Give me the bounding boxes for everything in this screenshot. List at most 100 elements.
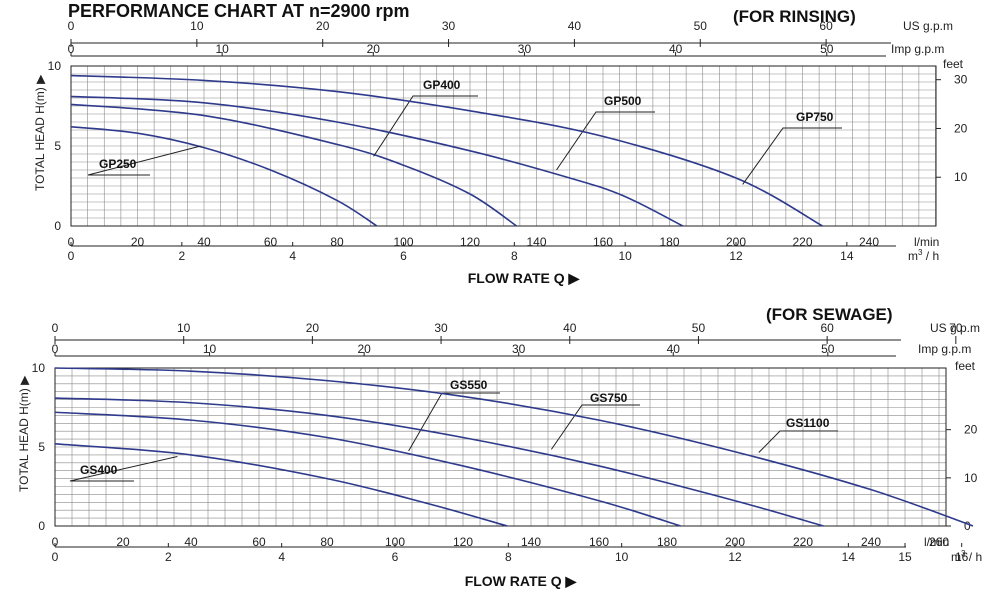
- lmin-tick-label: 40: [197, 235, 211, 249]
- series-label-gs400: GS400: [80, 463, 118, 477]
- y-tick-label: 0: [38, 519, 45, 533]
- lmin-tick-label: 160: [593, 235, 613, 249]
- m3h-tick-label: 6: [392, 550, 399, 564]
- m3h-tick-label: 16: [955, 550, 969, 564]
- pump-curves: GS400 GS550 GS750 GS1100: [54, 367, 974, 527]
- imp-gpm-tick-label: 50: [821, 342, 835, 356]
- lmin-unit: l/min: [924, 535, 949, 549]
- leader-gs400: [69, 455, 178, 482]
- us-gpm-tick-label: 0: [52, 321, 59, 335]
- imp-gpm-tick-label: 30: [512, 342, 526, 356]
- m3h-unit: m3 / h: [951, 549, 982, 564]
- lmin-tick-label: 40: [184, 535, 198, 549]
- feet-axis: feet 0 10 20: [946, 359, 978, 533]
- series-label-gs750: GS750: [590, 391, 628, 405]
- imp-gpm-tick-label: 50: [820, 42, 834, 56]
- us-gpm-tick-label: 20: [306, 321, 320, 335]
- us-gpm-tick-label: 30: [434, 321, 448, 335]
- lmin-unit: l/min: [914, 235, 939, 249]
- lmin-tick-label: 120: [453, 535, 473, 549]
- y-tick-label: 5: [54, 139, 61, 153]
- imp-gpm-tick-label: 0: [68, 42, 75, 56]
- lmin-tick-label: 80: [320, 535, 334, 549]
- lmin-tick-label: 20: [116, 535, 130, 549]
- m3h-tick-label: 8: [505, 550, 512, 564]
- lmin-tick-label: 80: [330, 235, 344, 249]
- imp-gpm-tick-label: 40: [669, 42, 683, 56]
- imp-gpm-unit: Imp g.p.m: [891, 42, 944, 56]
- leader-gs750: [550, 404, 640, 450]
- y-tick-label: 10: [48, 59, 62, 73]
- lmin-tick-label: 160: [589, 535, 609, 549]
- feet-tick-label: 20: [954, 121, 968, 135]
- lmin-tick-label: 180: [659, 235, 679, 249]
- m3h-tick-label: 12: [729, 249, 743, 263]
- lmin-tick-label: 140: [526, 235, 546, 249]
- feet-unit: feet: [955, 359, 976, 373]
- us-gpm-tick-label: 50: [692, 321, 706, 335]
- m3h-tick-label: 12: [728, 550, 742, 564]
- lmin-tick-label: 60: [252, 535, 266, 549]
- curve-gs750: [54, 397, 824, 527]
- m3h-tick-label: 14: [842, 550, 856, 564]
- m3h-axis: 0 2 4 6 8 10 12 14 m3 / h: [68, 242, 939, 263]
- y-axis-title: TOTAL HEAD H(m) ▶: [33, 74, 47, 191]
- leader-gp250: [87, 145, 201, 176]
- series-label-gp400: GP400: [423, 78, 461, 92]
- imp-gpm-unit: Imp g.p.m: [918, 342, 971, 356]
- lmin-tick-label: 140: [521, 535, 541, 549]
- sewage-section-title: (FOR SEWAGE): [766, 305, 893, 324]
- m3h-tick-label: 14: [840, 249, 854, 263]
- us-gpm-unit: US g.p.m: [903, 19, 953, 33]
- lmin-tick-label: 260: [929, 535, 949, 549]
- us-gpm-tick-label: 70: [949, 321, 963, 335]
- feet-unit: feet: [943, 57, 964, 71]
- feet-axis: feet 10 20 30: [936, 57, 968, 184]
- us-gpm-tick-label: 20: [316, 19, 330, 33]
- series-label-gp750: GP750: [796, 110, 834, 124]
- m3h-tick-label: 2: [165, 550, 172, 564]
- m3h-tick-label: 10: [615, 550, 629, 564]
- feet-tick-label: 10: [964, 471, 978, 485]
- curve-gs550: [54, 411, 681, 527]
- m3h-unit: m3 / h: [908, 248, 939, 263]
- lmin-tick-label: 120: [460, 235, 480, 249]
- us-gpm-tick-label: 40: [563, 321, 577, 335]
- lmin-tick-label: 220: [793, 535, 813, 549]
- curve-gp400: [70, 103, 518, 227]
- imp-gpm-tick-label: 10: [215, 42, 229, 56]
- y-tick-label: 5: [38, 440, 45, 454]
- plot-grid: [54, 367, 946, 527]
- top-axes: 0 10 20 30 40 50 60 US g.p.m 0 10 20 30 40 50 Imp g.p.…: [68, 19, 953, 57]
- curve-gp750: [70, 74, 823, 227]
- curve-gp500: [70, 95, 684, 227]
- lmin-tick-label: 240: [861, 535, 881, 549]
- us-gpm-tick-label: 30: [442, 19, 456, 33]
- leader-gs1100: [758, 430, 838, 453]
- lmin-tick-label: 100: [385, 535, 405, 549]
- feet-tick-label: 0: [964, 519, 971, 533]
- imp-gpm-tick-label: 10: [203, 342, 217, 356]
- plot-grid: [70, 65, 936, 227]
- curve-gs400: [54, 443, 508, 527]
- imp-gpm-tick-label: 30: [518, 42, 532, 56]
- m3h-tick-label: 8: [511, 249, 518, 263]
- flow-rate-title: FLOW RATE Q ▶: [465, 573, 578, 589]
- lmin-tick-label: 20: [131, 235, 145, 249]
- leader-gp750: [742, 127, 842, 185]
- m3h-tick-label: 0: [68, 249, 75, 263]
- y-tick-label: 10: [32, 361, 46, 375]
- imp-gpm-tick-label: 20: [357, 342, 371, 356]
- m3h-tick-label: 15: [898, 550, 912, 564]
- us-gpm-tick-label: 60: [820, 321, 834, 335]
- us-gpm-tick-label: 0: [68, 19, 75, 33]
- feet-tick-label: 20: [964, 423, 978, 437]
- us-gpm-tick-label: 10: [190, 19, 204, 33]
- leader-gp400: [373, 95, 478, 157]
- us-gpm-unit: US g.p.m: [930, 321, 980, 335]
- us-gpm-tick-label: 50: [694, 19, 708, 33]
